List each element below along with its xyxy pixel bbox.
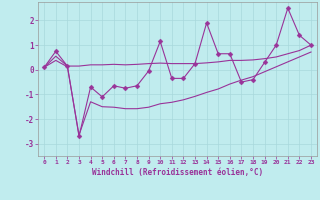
X-axis label: Windchill (Refroidissement éolien,°C): Windchill (Refroidissement éolien,°C) [92, 168, 263, 177]
